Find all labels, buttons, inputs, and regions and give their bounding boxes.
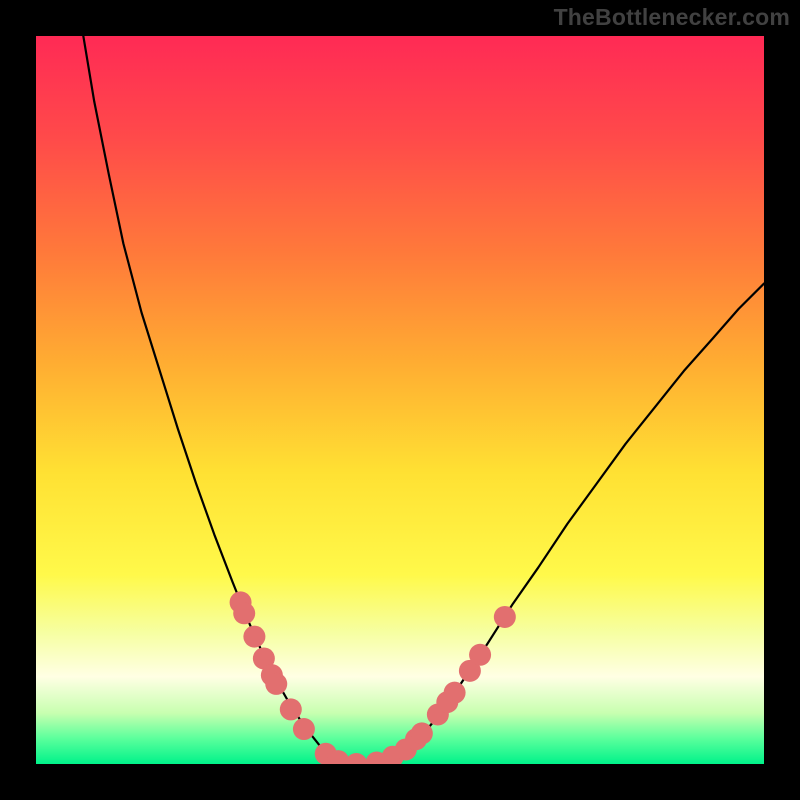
data-marker <box>411 722 433 744</box>
data-marker <box>233 602 255 624</box>
data-marker <box>243 626 265 648</box>
chart-overlay-svg <box>36 36 764 764</box>
data-marker <box>265 673 287 695</box>
data-marker <box>345 753 367 764</box>
data-marker <box>469 644 491 666</box>
data-marker <box>293 718 315 740</box>
bottleneck-curve <box>83 36 764 764</box>
data-marker <box>280 698 302 720</box>
plot-area <box>36 36 764 764</box>
marker-group <box>230 591 516 764</box>
data-marker <box>444 682 466 704</box>
data-marker <box>494 606 516 628</box>
